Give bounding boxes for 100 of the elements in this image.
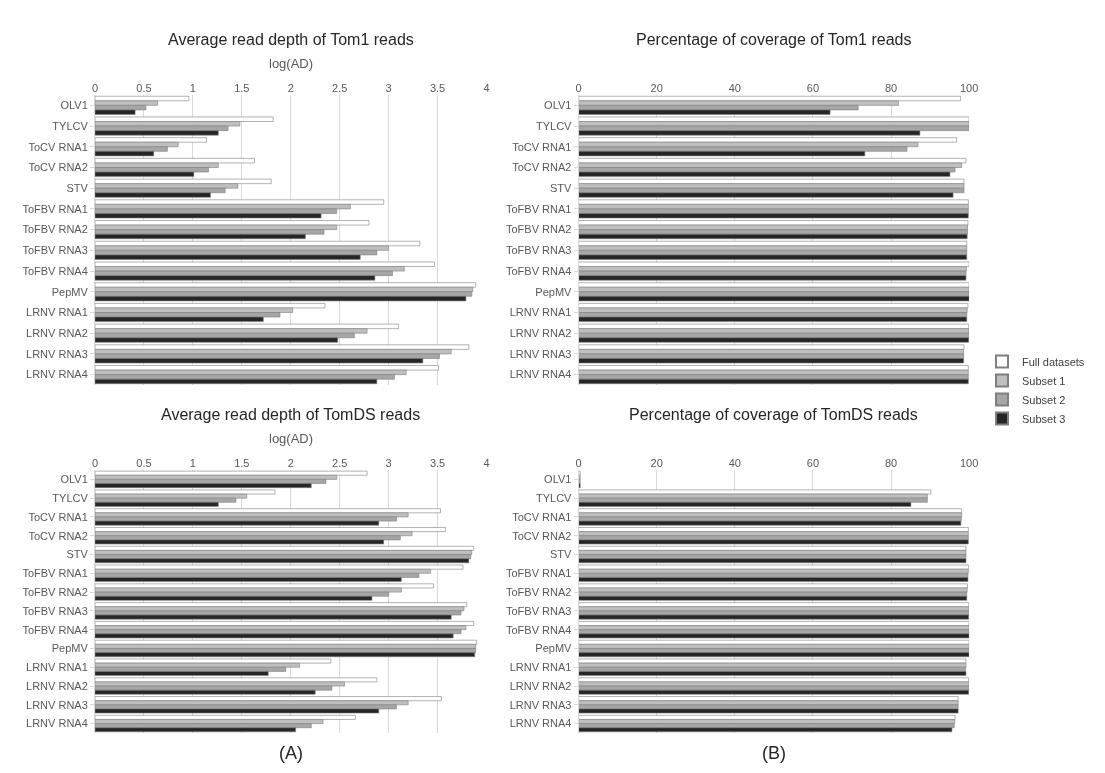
legend-label: Subset 2: [1021, 393, 1066, 406]
legend-label: Subset 3: [1021, 412, 1066, 425]
bar: [578, 652, 970, 658]
x-tick-label: 0.5: [136, 81, 152, 94]
y-tick-label: ToFBV RNA1: [22, 202, 88, 215]
x-tick-label: 100: [959, 456, 979, 469]
y-tick-label: ToFBV RNA1: [22, 567, 88, 580]
x-tick-label: 60: [806, 456, 820, 469]
y-tick-label: ToFBV RNA3: [22, 604, 88, 617]
y-tick-label: STV: [550, 548, 573, 561]
y-tick-label: LRNV RNA3: [509, 347, 572, 360]
y-tick-label: PepMV: [535, 642, 573, 655]
y-tick-label: LRNV RNA2: [26, 679, 88, 692]
y-tick-label: ToCV RNA1: [28, 510, 88, 523]
x-tick-label: 80: [884, 81, 898, 94]
legend-label: Full datasets: [1021, 355, 1085, 368]
y-tick-label: STV: [550, 182, 573, 195]
bar: [578, 245, 968, 251]
y-tick-label: ToCV RNA2: [28, 529, 88, 542]
x-tick-label: 3.5: [429, 81, 446, 94]
x-tick-label: 0: [575, 81, 582, 94]
bar: [578, 307, 968, 313]
x-tick-label: 60: [806, 81, 820, 94]
y-tick-label: TYLCV: [535, 492, 573, 505]
y-tick-label: TYLCV: [535, 119, 573, 132]
y-tick-label: ToFBV RNA1: [506, 202, 572, 215]
y-tick-label: ToFBV RNA3: [506, 244, 572, 257]
y-tick-label: LRNV RNA4: [26, 717, 88, 730]
x-tick-label: 2.5: [332, 456, 348, 469]
y-tick-label: LRNV RNA3: [26, 698, 88, 711]
bar: [578, 591, 968, 597]
y-tick-label: ToFBV RNA1: [506, 567, 572, 580]
bar: [578, 369, 969, 375]
x-tick-label: 3: [385, 81, 392, 94]
y-tick-label: STV: [66, 548, 89, 561]
text: (A): [279, 743, 303, 763]
bar: [578, 662, 967, 668]
y-tick-label: LRNV RNA2: [26, 327, 88, 340]
chart-title: Average read depth of TomDS reads: [161, 406, 421, 423]
x-tick-label: 0.5: [136, 456, 152, 469]
y-tick-label: LRNV RNA1: [509, 661, 572, 674]
y-tick-label: LRNV RNA4: [26, 368, 88, 381]
x-tick-label: 3: [385, 456, 392, 469]
y-tick-label: LRNV RNA2: [509, 679, 572, 692]
bar: [578, 493, 928, 499]
y-tick-label: TYLCV: [52, 492, 89, 505]
bar: [578, 378, 969, 385]
y-tick-label: ToFBV RNA2: [506, 585, 572, 598]
x-tick-label: 0: [91, 456, 99, 469]
y-tick-label: ToCV RNA1: [512, 510, 572, 523]
legend-label: Subset 1: [1021, 374, 1066, 387]
x-tick-label: 4: [483, 456, 490, 469]
chart-title: Percentage of coverage of Tom1 reads: [636, 31, 912, 48]
bar: [578, 685, 970, 691]
y-tick-label: PepMV: [51, 285, 89, 298]
y-tick-label: OLV1: [544, 99, 572, 112]
y-tick-label: LRNV RNA4: [509, 368, 572, 381]
x-tick-label: 0: [575, 456, 582, 469]
y-tick-label: STV: [66, 182, 89, 195]
y-tick-label: LRNV RNA1: [26, 306, 88, 319]
x-tick-label: 2: [287, 456, 294, 469]
y-tick-label: TYLCV: [52, 119, 89, 132]
y-tick-label: ToFBV RNA4: [506, 264, 572, 277]
y-tick-label: ToFBV RNA2: [22, 585, 88, 598]
x-tick-label: 80: [884, 456, 898, 469]
y-tick-label: LRNV RNA4: [509, 717, 572, 730]
x-tick-label: 20: [650, 81, 663, 94]
y-tick-label: ToFBV RNA4: [506, 623, 572, 636]
y-tick-label: ToFBV RNA3: [22, 244, 88, 257]
x-axis-title: log(AD): [269, 56, 314, 71]
y-tick-label: LRNV RNA1: [26, 661, 88, 674]
x-tick-label: 40: [728, 81, 741, 94]
y-tick-label: OLV1: [544, 473, 572, 486]
y-tick-label: ToFBV RNA4: [22, 264, 88, 277]
bar: [578, 727, 953, 733]
text: (B): [762, 743, 786, 763]
x-tick-label: 1: [189, 456, 196, 469]
x-tick-label: 3.5: [429, 456, 446, 469]
y-tick-label: ToFBV RNA2: [22, 223, 88, 236]
y-tick-label: PepMV: [535, 285, 573, 298]
y-tick-label: OLV1: [60, 473, 88, 486]
x-tick-label: 40: [728, 456, 741, 469]
y-tick-label: ToFBV RNA3: [506, 604, 572, 617]
x-tick-label: 2: [287, 81, 294, 94]
bar: [95, 470, 368, 476]
y-tick-label: ToCV RNA1: [512, 140, 572, 153]
bar: [578, 233, 968, 240]
y-tick-label: OLV1: [60, 99, 88, 112]
x-tick-label: 4: [483, 81, 490, 94]
x-tick-label: 1.5: [234, 81, 250, 94]
x-tick-label: 2.5: [332, 81, 348, 94]
x-axis-title: log(AD): [269, 431, 314, 446]
y-tick-label: ToCV RNA2: [28, 161, 88, 174]
x-tick-label: 1.5: [234, 456, 250, 469]
y-tick-label: LRNV RNA3: [26, 347, 88, 360]
y-tick-label: LRNV RNA2: [509, 327, 572, 340]
chart-title: Average read depth of Tom1 reads: [168, 31, 414, 48]
x-tick-label: 1: [189, 81, 196, 94]
x-tick-label: 0: [91, 81, 99, 94]
y-tick-label: LRNV RNA3: [509, 698, 572, 711]
